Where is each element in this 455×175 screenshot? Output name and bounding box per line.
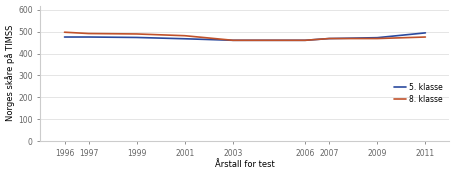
8. klasse	[423, 36, 428, 38]
5. klasse	[423, 32, 428, 34]
8. klasse	[374, 37, 380, 40]
Y-axis label: Norges skåre på TIMSS: Norges skåre på TIMSS	[5, 25, 15, 121]
8. klasse	[182, 35, 187, 37]
8. klasse	[134, 33, 139, 35]
8. klasse	[326, 37, 332, 40]
5. klasse	[230, 39, 236, 41]
5. klasse	[303, 39, 308, 41]
8. klasse	[62, 31, 67, 33]
5. klasse	[134, 36, 139, 38]
8. klasse	[303, 39, 308, 41]
5. klasse	[86, 36, 91, 38]
X-axis label: Årstall for test: Årstall for test	[215, 160, 275, 169]
Line: 8. klasse: 8. klasse	[65, 32, 425, 40]
5. klasse	[62, 36, 67, 38]
5. klasse	[182, 38, 187, 40]
5. klasse	[374, 37, 380, 39]
Line: 5. klasse: 5. klasse	[65, 33, 425, 40]
8. klasse	[230, 39, 236, 41]
Legend: 5. klasse, 8. klasse: 5. klasse, 8. klasse	[391, 80, 445, 107]
5. klasse	[326, 37, 332, 40]
8. klasse	[86, 33, 91, 35]
